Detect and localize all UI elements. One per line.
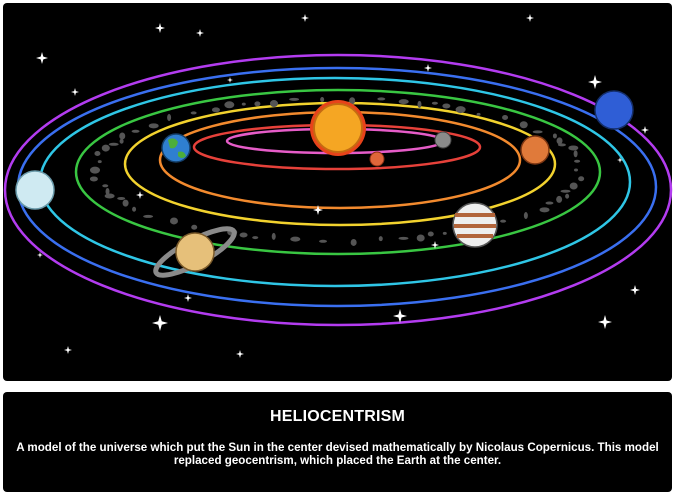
asteroid <box>320 97 324 102</box>
asteroid <box>170 217 178 224</box>
asteroid <box>432 102 438 105</box>
saturn <box>176 233 214 271</box>
asteroid <box>123 200 129 207</box>
illustration <box>0 0 675 390</box>
sun <box>314 104 362 152</box>
asteroid <box>351 239 357 246</box>
asteroid <box>399 237 409 240</box>
asteroid <box>119 132 125 139</box>
asteroid <box>191 225 197 230</box>
asteroid <box>477 113 481 116</box>
asteroid <box>443 232 447 235</box>
asteroid <box>428 231 434 236</box>
mercury <box>435 132 451 148</box>
asteroid <box>556 196 562 203</box>
asteroid <box>533 130 543 133</box>
earth <box>162 134 190 162</box>
asteroid <box>524 212 528 219</box>
asteroid <box>224 101 234 108</box>
asteroid <box>102 145 110 152</box>
asteroid <box>167 114 171 121</box>
asteroid <box>442 104 450 109</box>
caption-panel: HELIOCENTRISM A model of the universe wh… <box>3 392 672 492</box>
asteroid <box>289 98 299 101</box>
asteroid <box>105 193 115 198</box>
asteroid <box>502 115 508 120</box>
asteroid <box>120 139 124 144</box>
asteroid <box>540 207 550 212</box>
asteroid <box>500 220 506 223</box>
asteroid <box>456 106 466 113</box>
asteroid <box>90 176 98 181</box>
caption-title: HELIOCENTRISM <box>3 408 672 426</box>
asteroid <box>545 202 553 205</box>
asteroid <box>574 169 578 172</box>
asteroid <box>557 137 563 144</box>
asteroid <box>143 215 153 218</box>
asteroid <box>132 130 140 133</box>
asteroid <box>417 234 425 241</box>
asteroid <box>570 183 578 190</box>
asteroid <box>568 145 578 150</box>
asteroid <box>379 236 383 241</box>
asteroid <box>98 160 102 163</box>
asteroid <box>212 107 220 112</box>
asteroid <box>574 150 578 157</box>
asteroid <box>290 237 300 242</box>
mars <box>521 136 549 164</box>
asteroid <box>191 111 197 114</box>
asteroid <box>270 100 278 107</box>
caption-description: A model of the universe which put the Su… <box>10 441 665 467</box>
asteroid <box>254 101 260 106</box>
asteroid <box>242 103 246 106</box>
asteroid <box>520 121 528 128</box>
asteroid <box>399 99 409 104</box>
asteroid <box>117 197 125 200</box>
asteroid <box>574 160 580 163</box>
asteroid <box>558 143 566 146</box>
page: HELIOCENTRISM A model of the universe wh… <box>0 0 675 495</box>
asteroid <box>132 207 136 212</box>
asteroid <box>94 151 100 156</box>
asteroid <box>102 184 108 187</box>
neptune <box>595 91 633 129</box>
asteroid <box>109 143 119 146</box>
uranus <box>16 171 54 209</box>
venus <box>370 152 384 166</box>
asteroid <box>561 190 571 193</box>
asteroid <box>106 188 110 195</box>
asteroid <box>319 240 327 243</box>
asteroid <box>565 194 569 199</box>
asteroid <box>377 97 385 100</box>
asteroid <box>417 101 421 108</box>
asteroid <box>553 133 557 138</box>
asteroid <box>272 233 276 240</box>
asteroid <box>252 236 258 239</box>
asteroid <box>90 167 100 174</box>
asteroid <box>240 233 248 238</box>
asteroid <box>578 176 584 181</box>
asteroid <box>149 123 159 128</box>
